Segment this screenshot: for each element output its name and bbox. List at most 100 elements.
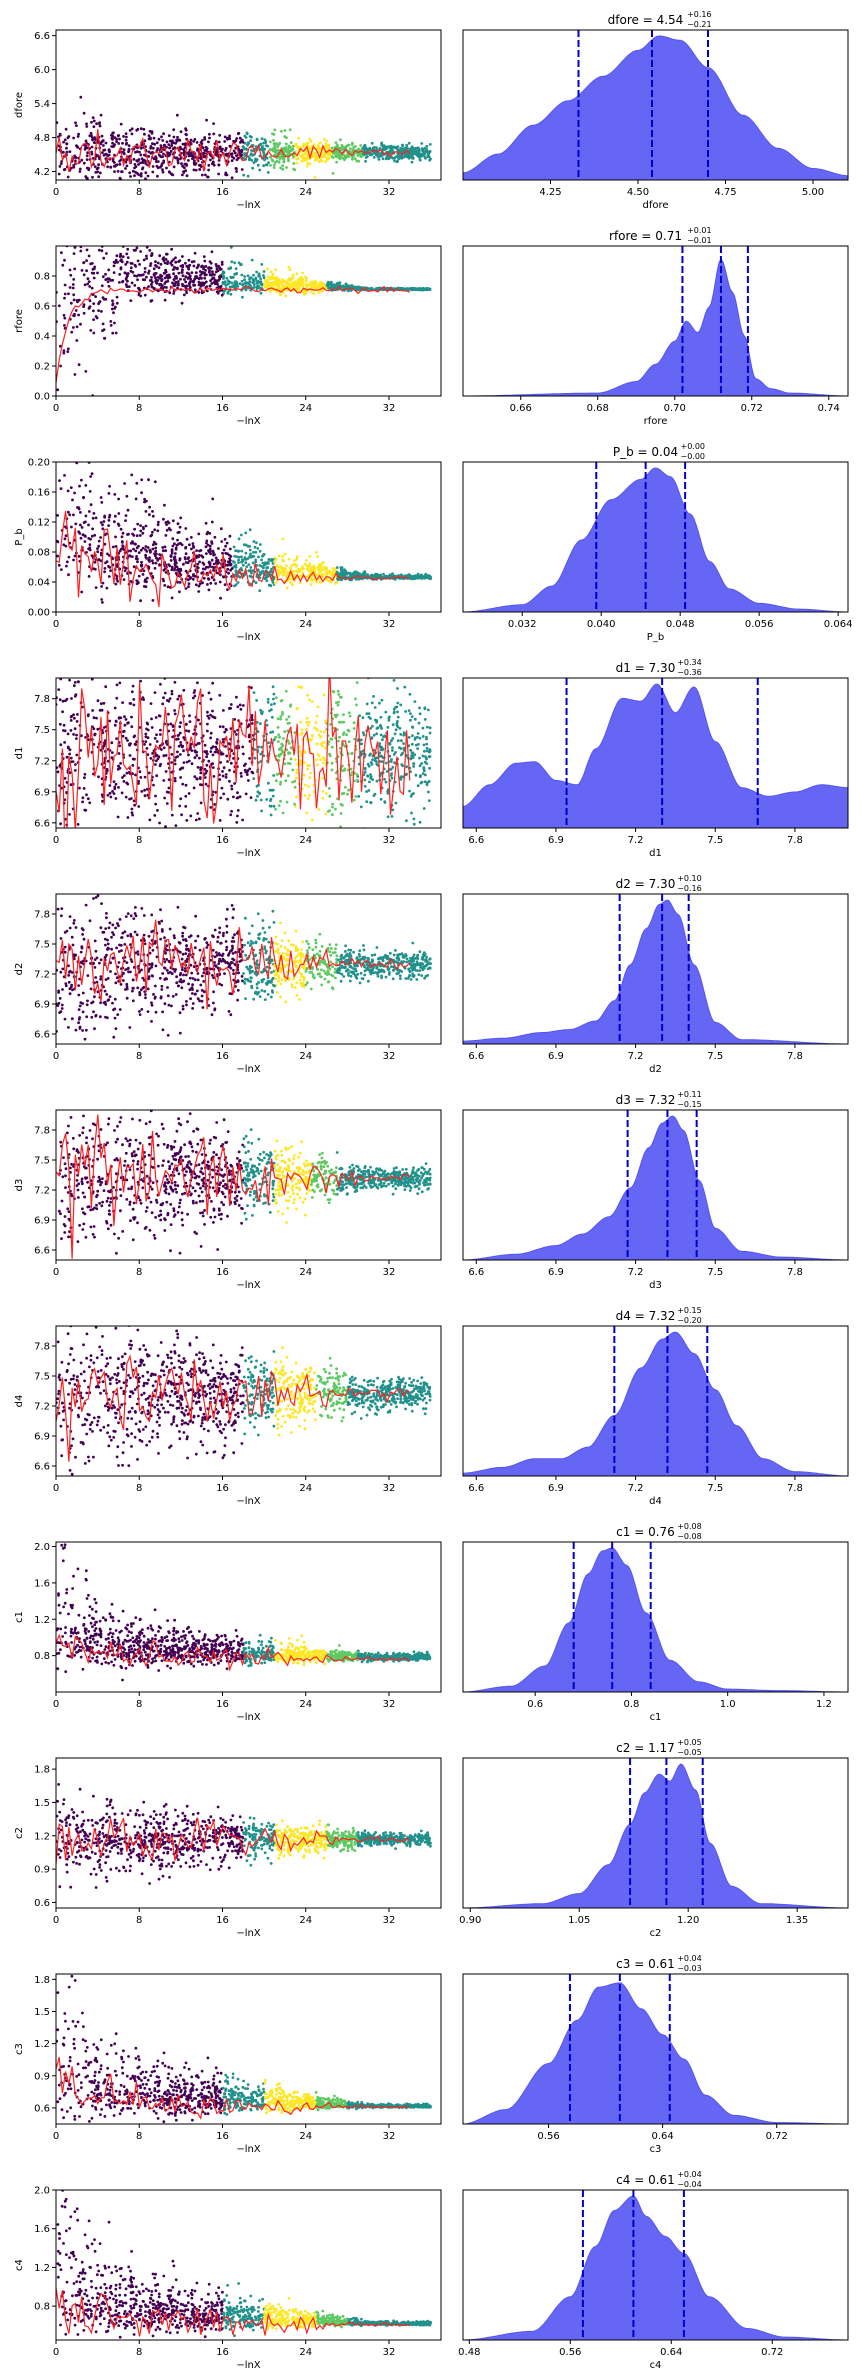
scatter-point bbox=[416, 743, 420, 746]
scatter-point bbox=[276, 726, 280, 729]
scatter-point bbox=[88, 543, 92, 547]
scatter-point bbox=[375, 153, 379, 157]
scatter-point bbox=[409, 718, 412, 722]
scatter-point bbox=[414, 146, 418, 150]
scatter-point bbox=[224, 773, 228, 776]
scatter-point bbox=[310, 569, 314, 572]
scatter-point bbox=[101, 731, 105, 735]
scatter-point bbox=[176, 737, 180, 741]
scatter-point bbox=[221, 282, 225, 285]
density-area-rfore bbox=[463, 258, 848, 396]
scatter-point bbox=[93, 560, 97, 564]
scatter-point bbox=[269, 558, 273, 562]
scatter-point bbox=[350, 578, 353, 582]
scatter-point bbox=[107, 519, 111, 522]
scatter-point bbox=[230, 159, 234, 163]
scatter-point bbox=[421, 754, 425, 758]
scatter-point bbox=[369, 574, 373, 577]
scatter-point bbox=[386, 145, 390, 149]
scatter-point bbox=[243, 141, 247, 145]
scatter-point bbox=[177, 271, 181, 275]
scatter-point bbox=[329, 152, 333, 156]
scatter-point bbox=[124, 167, 127, 170]
scatter-point bbox=[195, 141, 199, 144]
scatter-point bbox=[262, 563, 266, 567]
scatter-point bbox=[215, 290, 219, 294]
scatter-point bbox=[410, 287, 414, 291]
scatter-point bbox=[164, 825, 167, 828]
scatter-point bbox=[190, 151, 193, 155]
scatter-point bbox=[77, 132, 80, 136]
scatter-point bbox=[75, 438, 78, 441]
scatter-point bbox=[222, 709, 225, 712]
scatter-point bbox=[197, 291, 201, 294]
scatter-point bbox=[150, 285, 154, 289]
scatter-point bbox=[199, 155, 203, 159]
scatter-point bbox=[58, 165, 62, 168]
scatter-point bbox=[293, 168, 297, 172]
scatter-point bbox=[254, 798, 258, 802]
scatter-point bbox=[173, 712, 177, 716]
scatter-point bbox=[336, 150, 340, 154]
scatter-point bbox=[331, 813, 334, 817]
scatter-point bbox=[197, 277, 201, 281]
scatter-point bbox=[250, 722, 254, 725]
scatter-point bbox=[68, 286, 72, 289]
scatter-point bbox=[310, 700, 314, 703]
scatter-point bbox=[115, 137, 118, 141]
scatter-point bbox=[237, 131, 241, 135]
scatter-point bbox=[188, 140, 192, 144]
scatter-point bbox=[117, 497, 120, 501]
scatter-point bbox=[72, 326, 75, 329]
scatter-point bbox=[67, 510, 70, 514]
scatter-point bbox=[198, 270, 202, 273]
scatter-point bbox=[184, 169, 188, 173]
x-axis-label: P_b bbox=[647, 632, 664, 643]
scatter-point bbox=[418, 158, 422, 162]
scatter-point bbox=[277, 160, 281, 164]
scatter-point bbox=[293, 559, 296, 562]
scatter-point bbox=[396, 739, 400, 743]
scatter-point bbox=[178, 590, 181, 594]
scatter-point bbox=[139, 294, 143, 298]
scatter-point bbox=[240, 273, 244, 277]
scatter-point bbox=[171, 544, 175, 548]
x-tick-label: 0.032 bbox=[508, 619, 537, 630]
scatter-point bbox=[79, 748, 83, 752]
scatter-point bbox=[139, 529, 143, 533]
scatter-point bbox=[148, 743, 152, 746]
y-tick-label: 6.6 bbox=[34, 31, 50, 42]
scatter-point bbox=[249, 139, 253, 143]
scatter-point bbox=[176, 286, 179, 290]
scatter-point bbox=[399, 147, 403, 150]
scatter-point bbox=[100, 501, 104, 504]
scatter-point bbox=[148, 818, 152, 822]
scatter-point bbox=[92, 119, 96, 123]
scatter-point bbox=[77, 554, 81, 558]
x-tick-label: 4.25 bbox=[539, 187, 561, 198]
scatter-point bbox=[137, 287, 141, 290]
scatter-point bbox=[339, 574, 342, 578]
scatter-point bbox=[86, 282, 90, 286]
scatter-point bbox=[224, 146, 228, 150]
scatter-point bbox=[219, 149, 223, 153]
scatter-point bbox=[146, 227, 149, 230]
scatter-point bbox=[197, 555, 200, 559]
scatter-point bbox=[268, 570, 272, 574]
scatter-point bbox=[154, 802, 158, 806]
scatter-point bbox=[214, 556, 218, 560]
scatter-point bbox=[101, 151, 104, 155]
scatter-point bbox=[304, 559, 308, 562]
scatter-point bbox=[111, 790, 114, 793]
scatter-point bbox=[109, 165, 113, 169]
scatter-point bbox=[237, 537, 241, 541]
scatter-point bbox=[235, 555, 239, 559]
scatter-point bbox=[92, 318, 95, 321]
scatter-point bbox=[149, 262, 153, 265]
scatter-point bbox=[59, 162, 63, 166]
scatter-point bbox=[57, 148, 61, 152]
scatter-point bbox=[152, 267, 156, 271]
scatter-point bbox=[212, 122, 216, 125]
scatter-point bbox=[124, 519, 127, 522]
scatter-point bbox=[232, 545, 236, 549]
